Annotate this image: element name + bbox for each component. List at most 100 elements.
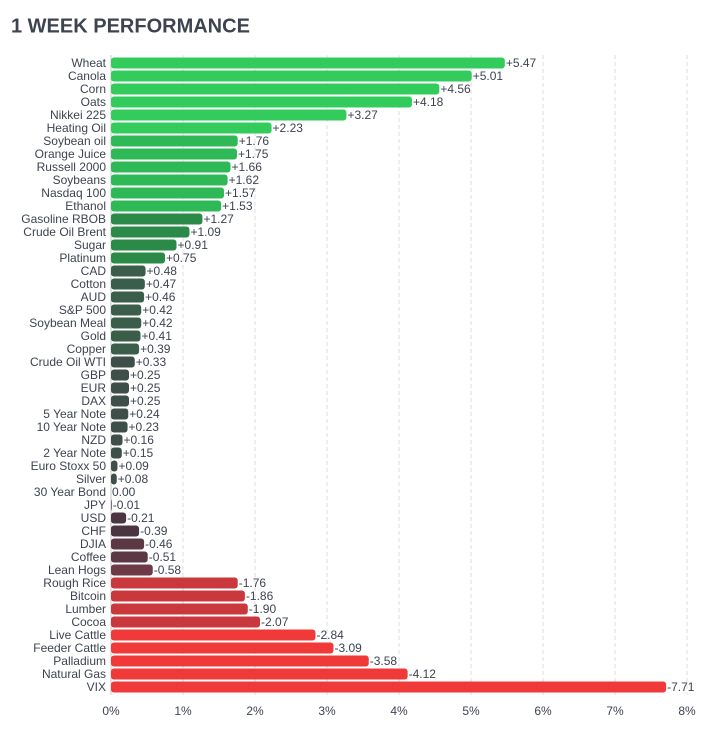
bar bbox=[111, 421, 128, 433]
y-tick-label: Cotton bbox=[71, 277, 106, 291]
bar bbox=[111, 161, 231, 173]
value-label: +0.25 bbox=[130, 381, 161, 395]
y-tick-label: Gold bbox=[81, 329, 106, 343]
value-label: +2.23 bbox=[273, 121, 304, 135]
bar bbox=[111, 57, 505, 69]
y-tick-label: AUD bbox=[81, 290, 107, 304]
value-label: +0.91 bbox=[178, 238, 209, 252]
value-label: +0.39 bbox=[140, 342, 171, 356]
bar bbox=[111, 655, 369, 667]
bar bbox=[111, 291, 145, 303]
value-label: +0.33 bbox=[136, 355, 167, 369]
value-label: +4.18 bbox=[413, 95, 444, 109]
bar bbox=[111, 226, 190, 238]
x-tick-label: 6% bbox=[534, 704, 552, 718]
value-label: -1.90 bbox=[249, 602, 277, 616]
bar bbox=[111, 447, 122, 459]
bar bbox=[111, 304, 142, 316]
bar bbox=[111, 577, 238, 589]
value-label: -2.84 bbox=[316, 628, 344, 642]
bar bbox=[111, 564, 153, 576]
value-label: -3.58 bbox=[370, 654, 398, 668]
bar bbox=[111, 122, 272, 134]
value-label: -4.12 bbox=[409, 667, 437, 681]
value-label: -0.58 bbox=[154, 563, 182, 577]
y-tick-label: Palladium bbox=[53, 654, 106, 668]
y-tick-label: Soybean Meal bbox=[29, 316, 106, 330]
value-label: +0.25 bbox=[130, 394, 161, 408]
y-tick-label: Lean Hogs bbox=[48, 563, 106, 577]
y-tick-label: Live Cattle bbox=[49, 628, 106, 642]
bar bbox=[111, 590, 245, 602]
value-label: +0.47 bbox=[146, 277, 177, 291]
bar bbox=[111, 473, 117, 485]
y-tick-label: EUR bbox=[81, 381, 107, 395]
bar bbox=[111, 356, 135, 368]
value-label: +1.62 bbox=[229, 173, 260, 187]
bar bbox=[111, 512, 127, 524]
y-tick-label: Oats bbox=[81, 95, 106, 109]
bar bbox=[111, 616, 261, 628]
value-label: +0.16 bbox=[124, 433, 155, 447]
x-tick-label: 0% bbox=[102, 704, 120, 718]
y-tick-label: Soybean oil bbox=[43, 134, 106, 148]
y-tick-label: DJIA bbox=[80, 537, 106, 551]
y-tick-label: JPY bbox=[84, 498, 106, 512]
value-label: +0.46 bbox=[145, 290, 176, 304]
bar bbox=[111, 213, 203, 225]
y-tick-label: Copper bbox=[67, 342, 106, 356]
bar bbox=[111, 317, 142, 329]
y-tick-label: Nasdaq 100 bbox=[41, 186, 106, 200]
y-tick-label: 2 Year Note bbox=[43, 446, 106, 460]
bar bbox=[111, 525, 140, 537]
y-tick-label: Sugar bbox=[74, 238, 106, 252]
value-label: +5.01 bbox=[473, 69, 504, 83]
value-label: +5.47 bbox=[506, 56, 537, 70]
y-tick-label: 5 Year Note bbox=[43, 407, 106, 421]
value-label: +0.75 bbox=[166, 251, 197, 265]
value-label: +0.23 bbox=[129, 420, 160, 434]
y-tick-label: 10 Year Note bbox=[37, 420, 107, 434]
y-tick-label: Platinum bbox=[59, 251, 106, 265]
bar bbox=[111, 330, 141, 342]
y-tick-label: Cocoa bbox=[71, 615, 106, 629]
y-tick-label: Euro Stoxx 50 bbox=[31, 459, 107, 473]
y-tick-label: Lumber bbox=[65, 602, 106, 616]
bar bbox=[111, 70, 472, 82]
y-tick-label: Canola bbox=[68, 69, 106, 83]
y-tick-label: Rough Rice bbox=[43, 576, 106, 590]
value-label: -7.71 bbox=[667, 680, 695, 694]
y-tick-label: Heating Oil bbox=[47, 121, 106, 135]
bar bbox=[111, 668, 408, 680]
y-tick-label: CHF bbox=[81, 524, 106, 538]
value-label: +0.42 bbox=[142, 303, 173, 317]
y-tick-label: S&P 500 bbox=[59, 303, 106, 317]
value-label: +0.41 bbox=[142, 329, 173, 343]
bar bbox=[111, 408, 129, 420]
value-label: +0.15 bbox=[123, 446, 154, 460]
y-tick-label: Bitcoin bbox=[70, 589, 106, 603]
y-tick-label: Crude Oil Brent bbox=[23, 225, 106, 239]
y-tick-label: Corn bbox=[80, 82, 106, 96]
bar bbox=[111, 538, 145, 550]
value-label: +0.08 bbox=[118, 472, 149, 486]
x-tick-label: 7% bbox=[606, 704, 624, 718]
y-tick-label: Wheat bbox=[71, 56, 106, 70]
bar bbox=[111, 551, 148, 563]
bar bbox=[111, 148, 237, 160]
value-label: +1.53 bbox=[222, 199, 253, 213]
value-label: -0.01 bbox=[113, 498, 141, 512]
bar bbox=[111, 382, 129, 394]
value-label: +0.24 bbox=[129, 407, 160, 421]
y-tick-label: Silver bbox=[76, 472, 106, 486]
bar bbox=[111, 239, 177, 251]
x-tick-label: 5% bbox=[462, 704, 480, 718]
bar bbox=[111, 603, 248, 615]
x-tick-label: 3% bbox=[318, 704, 336, 718]
bar bbox=[111, 278, 145, 290]
bar bbox=[111, 681, 667, 693]
value-label: +1.75 bbox=[238, 147, 269, 161]
value-label: -1.76 bbox=[239, 576, 267, 590]
bar bbox=[111, 642, 334, 654]
value-label: +0.25 bbox=[130, 368, 161, 382]
